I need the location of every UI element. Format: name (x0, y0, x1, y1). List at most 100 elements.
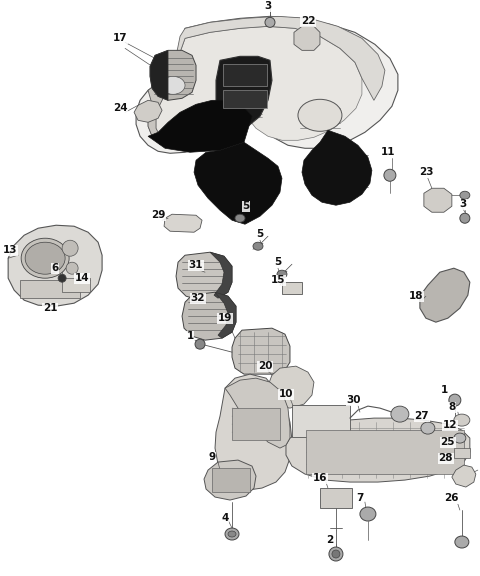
Ellipse shape (455, 536, 469, 548)
Ellipse shape (66, 262, 78, 274)
Text: 2: 2 (326, 535, 334, 545)
Polygon shape (215, 292, 236, 338)
Text: 8: 8 (448, 402, 456, 412)
Polygon shape (216, 56, 272, 128)
Text: 24: 24 (113, 103, 127, 113)
Ellipse shape (195, 339, 205, 349)
Polygon shape (148, 77, 175, 144)
Text: 19: 19 (218, 313, 232, 323)
Polygon shape (452, 465, 476, 487)
Ellipse shape (329, 547, 343, 561)
Polygon shape (134, 100, 162, 122)
Ellipse shape (62, 240, 78, 256)
Ellipse shape (277, 270, 287, 278)
Text: 1: 1 (186, 331, 193, 341)
Ellipse shape (253, 242, 263, 250)
Ellipse shape (235, 214, 245, 222)
Bar (223, 90, 267, 108)
Text: 25: 25 (441, 437, 455, 447)
Bar (282, 282, 302, 294)
Text: 10: 10 (279, 389, 293, 399)
Text: 9: 9 (208, 452, 216, 462)
Text: 29: 29 (151, 210, 165, 220)
Ellipse shape (332, 550, 340, 558)
Text: 7: 7 (356, 493, 364, 503)
Text: 32: 32 (191, 293, 205, 303)
Text: 30: 30 (347, 395, 361, 405)
Text: 18: 18 (408, 291, 423, 301)
Text: 27: 27 (415, 411, 429, 421)
Text: 3: 3 (459, 199, 467, 209)
Text: 15: 15 (271, 275, 285, 285)
Bar (20, 280, 80, 298)
Text: 3: 3 (264, 1, 272, 12)
Ellipse shape (265, 17, 275, 28)
Ellipse shape (454, 433, 466, 443)
Text: 17: 17 (113, 33, 127, 43)
Ellipse shape (298, 99, 342, 131)
Polygon shape (215, 374, 292, 490)
Bar (223, 65, 267, 86)
Polygon shape (150, 50, 168, 100)
Text: 21: 21 (43, 303, 58, 313)
Text: 22: 22 (300, 16, 315, 26)
Text: 6: 6 (51, 263, 59, 273)
Polygon shape (176, 252, 232, 300)
Text: 13: 13 (3, 245, 17, 255)
Bar (454, 448, 470, 458)
Ellipse shape (460, 213, 470, 223)
Text: 5: 5 (242, 201, 250, 211)
Text: 12: 12 (443, 420, 457, 430)
Polygon shape (232, 328, 290, 374)
Polygon shape (424, 188, 452, 212)
Ellipse shape (161, 77, 185, 94)
Polygon shape (286, 418, 470, 482)
Polygon shape (150, 50, 196, 100)
Bar (292, 405, 350, 437)
Polygon shape (294, 26, 320, 50)
Text: 23: 23 (419, 167, 433, 177)
Ellipse shape (460, 191, 470, 199)
Text: 28: 28 (439, 453, 453, 463)
Bar (212, 468, 250, 492)
Ellipse shape (21, 238, 69, 278)
Polygon shape (420, 268, 470, 322)
Text: 4: 4 (221, 513, 228, 523)
Polygon shape (164, 214, 202, 232)
Bar (232, 408, 280, 440)
Text: 16: 16 (312, 473, 327, 483)
Polygon shape (204, 460, 256, 500)
Ellipse shape (384, 169, 396, 181)
Text: 1: 1 (441, 385, 448, 395)
Polygon shape (8, 225, 102, 306)
Polygon shape (175, 16, 385, 100)
Text: 20: 20 (258, 361, 272, 371)
Polygon shape (225, 378, 290, 448)
Ellipse shape (454, 414, 470, 426)
Ellipse shape (225, 528, 239, 540)
Ellipse shape (449, 394, 461, 406)
Text: 14: 14 (75, 273, 89, 283)
Polygon shape (136, 16, 398, 153)
Text: 5: 5 (275, 257, 282, 267)
Bar (62, 278, 90, 292)
Ellipse shape (25, 242, 65, 274)
Ellipse shape (421, 422, 435, 434)
Text: 5: 5 (256, 229, 264, 239)
Text: 26: 26 (444, 493, 459, 503)
Polygon shape (210, 252, 232, 298)
Text: 11: 11 (381, 147, 395, 157)
Bar (320, 488, 352, 508)
Ellipse shape (360, 507, 376, 521)
Bar (306, 430, 464, 474)
Ellipse shape (58, 274, 66, 282)
Polygon shape (148, 100, 252, 152)
Polygon shape (182, 292, 236, 340)
Polygon shape (267, 366, 314, 408)
Polygon shape (194, 142, 282, 224)
Polygon shape (302, 130, 372, 205)
Text: 31: 31 (189, 260, 203, 270)
Ellipse shape (391, 406, 409, 422)
Ellipse shape (228, 531, 236, 537)
Polygon shape (148, 26, 362, 149)
